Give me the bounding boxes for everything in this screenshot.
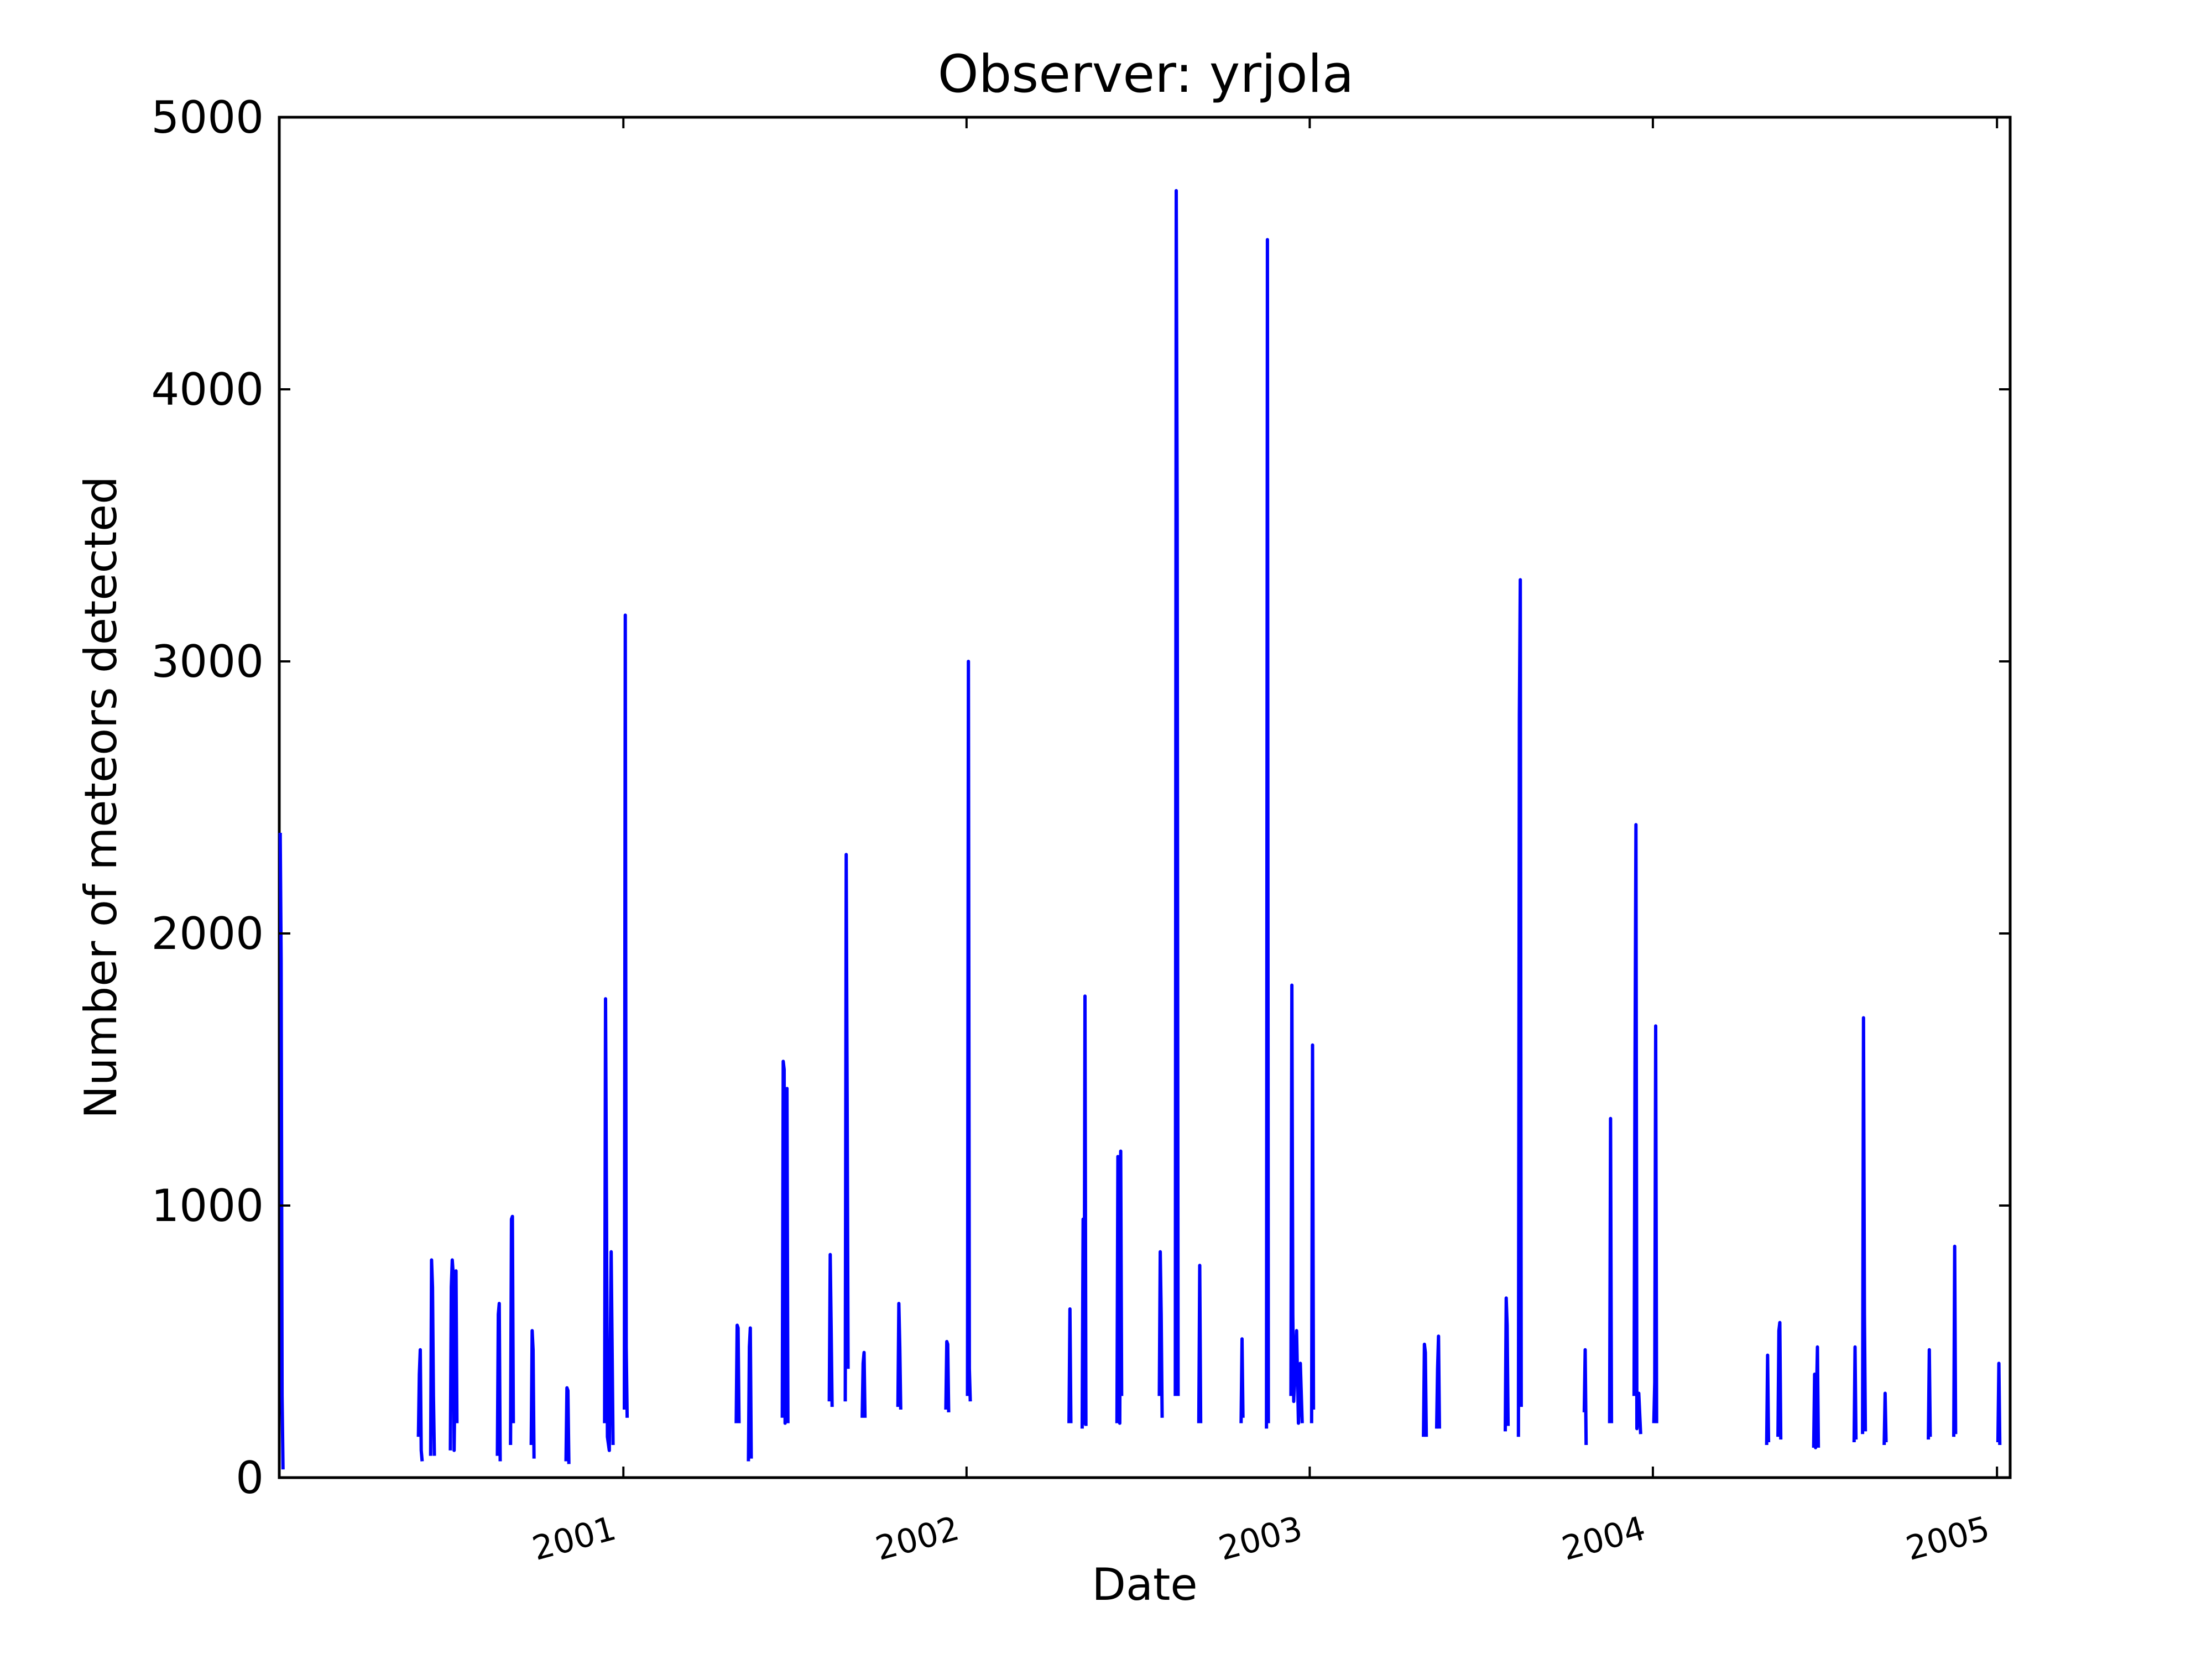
series-line [1516, 578, 1523, 1437]
series-line [1765, 1353, 1771, 1446]
series-line [509, 1214, 515, 1446]
series-line [448, 1258, 459, 1452]
x-tick-label: 2004 [1558, 1509, 1650, 1568]
series-line [747, 1326, 753, 1462]
x-axis-label: Date [1092, 1559, 1197, 1610]
y-axis-label: Number of meteors detected [75, 476, 127, 1119]
series-line [278, 832, 285, 1470]
series-line [1115, 1149, 1124, 1425]
y-tick-label: 4000 [151, 364, 264, 415]
series-line [1067, 1307, 1073, 1423]
x-tick-label: 2002 [872, 1509, 963, 1568]
series-line [896, 1302, 902, 1410]
series-line [966, 660, 972, 1402]
series-layer [278, 189, 2002, 1470]
series-line [1608, 1117, 1614, 1423]
series-line [944, 1340, 951, 1412]
series-line [1812, 1345, 1820, 1449]
series-line [1239, 1337, 1245, 1423]
series-line [1852, 1345, 1858, 1443]
series-line [1996, 1361, 2002, 1446]
series-line [1157, 1250, 1164, 1418]
series-line [1289, 983, 1304, 1425]
series-line [623, 613, 629, 1418]
y-tick-label: 2000 [151, 908, 264, 959]
series-line [734, 1323, 741, 1423]
series-line [429, 1258, 436, 1456]
series-line [495, 1302, 502, 1462]
series-line [1652, 1024, 1658, 1423]
series-line [529, 1329, 536, 1459]
y-tick-label: 5000 [151, 92, 264, 143]
series-line [416, 1348, 424, 1462]
y-tick-label: 1000 [151, 1180, 264, 1232]
series-line [860, 1350, 867, 1418]
series-line [1882, 1391, 1888, 1446]
series-line [827, 1253, 834, 1407]
series-line [780, 1060, 790, 1425]
series-line [1080, 994, 1088, 1429]
chart-title: Observer: yrjola [938, 44, 1354, 105]
series-line [1582, 1348, 1588, 1446]
series-line [1927, 1348, 1932, 1440]
x-tick-label: 2005 [1902, 1509, 1994, 1568]
series-line [564, 1386, 571, 1464]
y-tick-label: 3000 [151, 636, 264, 687]
series-line [1861, 1016, 1867, 1434]
series-line [1952, 1244, 1958, 1437]
x-tick-label: 2001 [529, 1509, 620, 1568]
series-line [1265, 238, 1270, 1429]
series-line [843, 853, 850, 1402]
series-line [1197, 1264, 1203, 1423]
plot-area [278, 116, 2012, 1479]
y-axis: 0 1000 2000 3000 4000 5000 [151, 92, 2010, 1504]
series-line [1434, 1334, 1441, 1429]
plot-frame [278, 116, 2012, 1479]
series-line [1632, 823, 1642, 1434]
series-line [1310, 1043, 1316, 1423]
series-line [1422, 1342, 1428, 1437]
series-line [1504, 1296, 1510, 1432]
y-tick-label: 0 [236, 1452, 264, 1504]
x-tick-label: 2003 [1215, 1509, 1307, 1568]
series-line [1173, 189, 1180, 1396]
series-line [603, 997, 615, 1452]
series-line [1776, 1321, 1783, 1440]
